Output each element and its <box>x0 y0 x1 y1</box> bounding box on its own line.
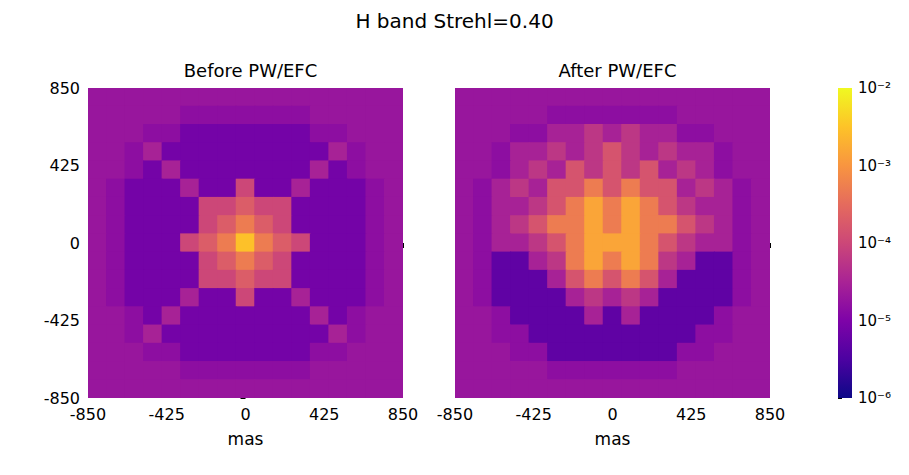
svg-text:-850: -850 <box>43 388 80 408</box>
svg-text:10⁻⁵: 10⁻⁵ <box>858 312 891 330</box>
svg-text:425: 425 <box>309 405 340 424</box>
svg-text:425: 425 <box>676 405 707 424</box>
svg-text:H band Strehl=0.40: H band Strehl=0.40 <box>355 9 553 33</box>
svg-text:10⁻⁶: 10⁻⁶ <box>858 389 891 407</box>
svg-text:0: 0 <box>607 405 617 424</box>
svg-text:850: 850 <box>755 405 786 424</box>
svg-text:850: 850 <box>49 79 80 98</box>
svg-text:0: 0 <box>240 405 250 424</box>
svg-text:-425: -425 <box>516 405 552 424</box>
svg-text:After PW/EFC: After PW/EFC <box>559 60 677 81</box>
svg-text:mas: mas <box>595 429 631 449</box>
svg-text:mas: mas <box>228 429 264 449</box>
svg-text:10⁻³: 10⁻³ <box>858 157 891 175</box>
svg-text:850: 850 <box>388 405 419 424</box>
svg-text:425: 425 <box>49 156 80 175</box>
svg-text:-850: -850 <box>437 405 473 424</box>
svg-text:10⁻⁴: 10⁻⁴ <box>858 234 891 252</box>
svg-text:0: 0 <box>70 234 80 253</box>
svg-text:-425: -425 <box>149 405 185 424</box>
svg-text:-850: -850 <box>70 405 106 424</box>
svg-text:10⁻²: 10⁻² <box>858 79 891 97</box>
svg-text:Before PW/EFC: Before PW/EFC <box>184 60 318 81</box>
svg-text:-425: -425 <box>44 311 80 330</box>
